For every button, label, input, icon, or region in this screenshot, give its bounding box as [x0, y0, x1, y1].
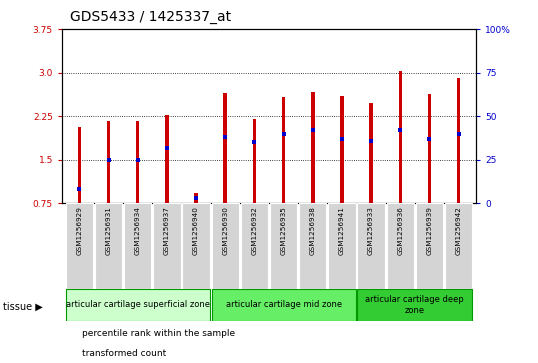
Text: GSM1256933: GSM1256933: [368, 206, 374, 255]
Bar: [416, 203, 443, 289]
Text: GSM1256937: GSM1256937: [164, 206, 170, 255]
Text: GSM1256940: GSM1256940: [193, 206, 199, 255]
Bar: [241, 203, 268, 289]
Bar: [223, 93, 227, 203]
Bar: [66, 289, 210, 321]
Text: tissue ▶: tissue ▶: [3, 302, 43, 312]
Text: transformed count: transformed count: [82, 350, 166, 358]
Text: GSM1256931: GSM1256931: [105, 206, 111, 255]
Bar: [95, 203, 122, 289]
Text: GSM1256935: GSM1256935: [281, 206, 287, 255]
Text: GSM1256930: GSM1256930: [222, 206, 228, 255]
Bar: [107, 121, 110, 203]
Bar: [340, 96, 344, 203]
Text: GSM1256941: GSM1256941: [339, 206, 345, 255]
Bar: [299, 203, 327, 289]
Text: articular cartilage deep
zone: articular cartilage deep zone: [365, 295, 464, 315]
Text: GSM1256942: GSM1256942: [456, 206, 462, 255]
Bar: [211, 289, 356, 321]
Bar: [357, 203, 385, 289]
Bar: [253, 119, 256, 203]
Bar: [457, 78, 461, 203]
Text: GDS5433 / 1425337_at: GDS5433 / 1425337_at: [70, 9, 231, 24]
Bar: [328, 203, 356, 289]
Text: GSM1256934: GSM1256934: [134, 206, 141, 255]
Bar: [311, 92, 315, 203]
Bar: [370, 103, 373, 203]
Bar: [399, 72, 402, 203]
Bar: [282, 97, 285, 203]
Bar: [387, 203, 414, 289]
Text: GSM1256932: GSM1256932: [251, 206, 257, 255]
Text: articular cartilage superficial zone: articular cartilage superficial zone: [66, 301, 210, 309]
Bar: [136, 121, 139, 203]
Text: articular cartilage mid zone: articular cartilage mid zone: [225, 301, 342, 309]
Bar: [357, 289, 472, 321]
Bar: [211, 203, 239, 289]
Text: GSM1256929: GSM1256929: [76, 206, 82, 255]
Bar: [194, 193, 198, 203]
Text: percentile rank within the sample: percentile rank within the sample: [82, 330, 235, 338]
Bar: [428, 94, 431, 203]
Bar: [77, 127, 81, 203]
Text: GSM1256939: GSM1256939: [427, 206, 433, 255]
Bar: [124, 203, 151, 289]
Bar: [165, 115, 168, 203]
Text: GSM1256936: GSM1256936: [397, 206, 404, 255]
Bar: [445, 203, 472, 289]
Bar: [182, 203, 210, 289]
Bar: [66, 203, 93, 289]
Bar: [153, 203, 181, 289]
Text: GSM1256938: GSM1256938: [310, 206, 316, 255]
Bar: [270, 203, 297, 289]
